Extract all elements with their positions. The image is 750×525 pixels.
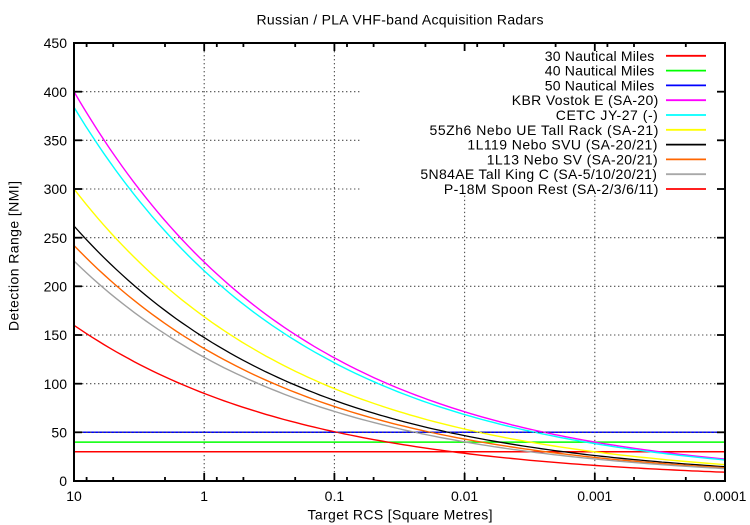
svg-text:Detection Range [NMI]: Detection Range [NMI] [6,181,22,331]
svg-text:55Zh6 Nebo UE Tall Rack (SA-21: 55Zh6 Nebo UE Tall Rack (SA-21) [430,122,659,138]
svg-text:450: 450 [44,35,68,51]
svg-text:1: 1 [200,488,208,504]
svg-text:250: 250 [44,230,68,246]
svg-text:Target RCS [Square Metres]: Target RCS [Square Metres] [308,507,493,523]
svg-text:200: 200 [44,279,68,295]
svg-text:300: 300 [44,181,68,197]
svg-text:50 Nautical Miles: 50 Nautical Miles [545,77,655,93]
svg-text:400: 400 [44,84,68,100]
svg-text:1L13 Nebo SV (SA-20/21): 1L13 Nebo SV (SA-20/21) [487,151,658,167]
svg-text:CETC JY-27 (-): CETC JY-27 (-) [556,107,658,123]
svg-text:5N84AE Tall King C (SA-5/10/20: 5N84AE Tall King C (SA-5/10/20/21) [420,166,657,182]
svg-text:350: 350 [44,133,68,149]
svg-text:0.0001: 0.0001 [704,488,747,504]
svg-text:30 Nautical Miles: 30 Nautical Miles [545,48,655,64]
svg-text:0.01: 0.01 [451,488,478,504]
svg-text:KBR Vostok E (SA-20): KBR Vostok E (SA-20) [512,92,659,108]
svg-text:50: 50 [51,425,67,441]
svg-text:0: 0 [59,473,67,489]
svg-text:100: 100 [44,376,68,392]
svg-text:150: 150 [44,327,68,343]
svg-text:10: 10 [66,488,82,504]
svg-text:P-18M Spoon Rest (SA-2/3/6/11): P-18M Spoon Rest (SA-2/3/6/11) [444,181,659,197]
svg-text:0.001: 0.001 [577,488,612,504]
svg-text:40 Nautical Miles: 40 Nautical Miles [545,63,655,79]
svg-text:0.1: 0.1 [325,488,345,504]
svg-text:Russian / PLA VHF-band Acquisi: Russian / PLA VHF-band Acquisition Radar… [257,12,544,28]
svg-text:1L119 Nebo SVU (SA-20/21): 1L119 Nebo SVU (SA-20/21) [467,137,657,153]
